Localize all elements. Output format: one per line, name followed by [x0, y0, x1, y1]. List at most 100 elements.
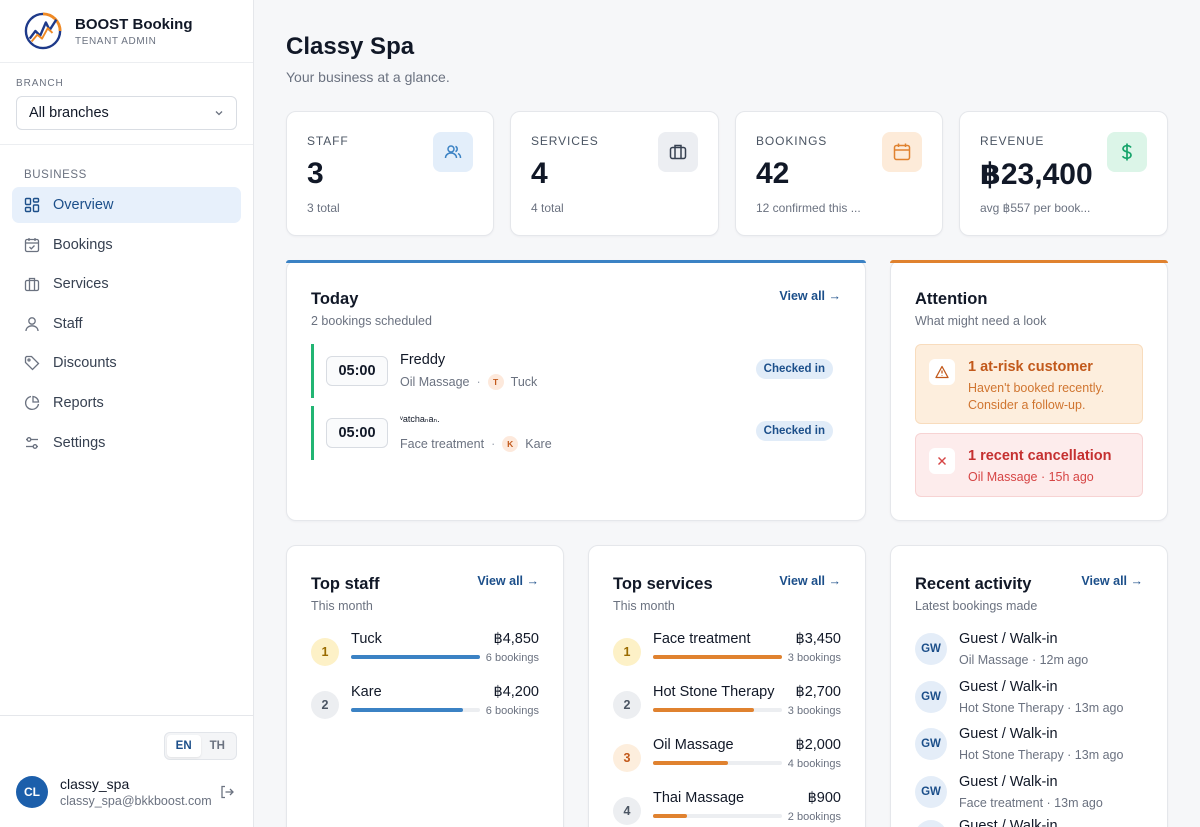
- sidebar-item-reports[interactable]: Reports: [12, 385, 241, 421]
- sidebar-item-label: Discounts: [53, 355, 117, 372]
- boost-logo-icon: [24, 12, 62, 50]
- card-subtitle: This month: [613, 599, 675, 613]
- stat-icon-box: [1107, 132, 1147, 172]
- activity-customer: Guest / Walk-in: [959, 774, 1058, 790]
- stat-label: BOOKINGS: [756, 134, 828, 148]
- card-subtitle: Latest bookings made: [915, 599, 1038, 613]
- status-badge: Checked in: [755, 359, 833, 379]
- sidebar-item-settings[interactable]: Settings: [12, 425, 241, 461]
- stat-label: STAFF: [307, 134, 349, 148]
- app-name: BOOST Booking: [75, 15, 193, 33]
- dollar-icon: [1121, 143, 1132, 161]
- sidebar-item-label: Reports: [53, 394, 104, 411]
- logout-icon[interactable]: [219, 784, 235, 800]
- list-item[interactable]: 3 Oil Massage ฿2,000 4 bookings: [613, 737, 841, 783]
- calendar-check-icon: [24, 237, 40, 252]
- service-name: Thai Massage: [653, 790, 745, 806]
- activity-customer: Guest / Walk-in: [959, 818, 1058, 827]
- progress-track: [351, 708, 480, 712]
- separator-dot: ·: [491, 437, 496, 451]
- avatar: GW: [915, 820, 947, 827]
- briefcase-icon: [24, 278, 40, 292]
- alert-cancellation[interactable]: 1 recent cancellation Oil Massage · 15h …: [915, 433, 1143, 497]
- progress-track: [653, 708, 782, 712]
- booking-row[interactable]: 05:00 Freddy Oil Massage · T Tuck Checke…: [311, 344, 833, 398]
- calendar-icon: [893, 143, 911, 161]
- progress-fill: [351, 655, 480, 659]
- sidebar-item-discounts[interactable]: Discounts: [12, 345, 241, 381]
- rank-badge: 3: [613, 744, 641, 772]
- branch-select[interactable]: All branches: [16, 96, 237, 130]
- activity-item[interactable]: GW Guest / Walk-in Hot Stone Therapy · 1…: [915, 679, 1143, 719]
- progress-fill: [653, 708, 754, 712]
- close-icon: [938, 457, 946, 465]
- sidebar-item-bookings[interactable]: Bookings: [12, 227, 241, 263]
- avatar: CL: [16, 776, 48, 808]
- card-title: Today: [311, 290, 359, 308]
- alert-body: Oil Massage · 15h ago: [968, 470, 1094, 484]
- booking-customer: ᵛatchaₙaₙ.: [400, 414, 440, 424]
- alert-title: 1 recent cancellation: [968, 448, 1112, 464]
- today-view-all-link[interactable]: View all →: [779, 289, 841, 303]
- recent-activity-card: Recent activity Latest bookings made Vie…: [890, 545, 1168, 827]
- progress-fill: [351, 708, 464, 712]
- activity-item[interactable]: GW Guest / Walk-in Oil Massage · 12m ago: [915, 631, 1143, 671]
- sidebar-item-label: Services: [53, 276, 109, 293]
- rank-badge: 1: [311, 638, 339, 666]
- branch-label: BRANCH: [16, 78, 64, 89]
- pie-chart-icon: [25, 395, 40, 410]
- list-item[interactable]: 4 Thai Massage ฿900 2 bookings: [613, 790, 841, 827]
- stat-label: SERVICES: [531, 134, 599, 148]
- branch-select-value: All branches: [29, 105, 109, 121]
- list-item[interactable]: 1 Face treatment ฿3,450 3 bookings: [613, 631, 841, 677]
- booking-row[interactable]: 05:00 ᵛatchaₙaₙ. Face treatment · K Kare…: [311, 406, 833, 460]
- alert-icon-box: [929, 359, 955, 385]
- service-name: Face treatment: [653, 631, 751, 647]
- activity-item[interactable]: GW Guest / Walk-in Hot Stone Therapy · 1…: [915, 726, 1143, 766]
- stat-card-services: SERVICES 4 4 total: [510, 111, 719, 236]
- activity-meta: Face treatment · 13m ago: [959, 796, 1103, 810]
- booking-count: 3 bookings: [787, 652, 841, 664]
- sidebar-nav: BUSINESS Overview Bookings Services Staf…: [0, 145, 253, 461]
- sidebar-item-overview[interactable]: Overview: [12, 187, 241, 223]
- service-revenue: ฿3,450: [795, 631, 841, 647]
- card-title: Top services: [613, 575, 713, 593]
- activity-view-all-link[interactable]: View all →: [1081, 574, 1143, 588]
- progress-fill: [653, 814, 687, 818]
- staff-name: Kare: [351, 684, 382, 700]
- booking-staff: Tuck: [510, 375, 538, 389]
- progress-track: [653, 814, 782, 818]
- list-item[interactable]: 2 Hot Stone Therapy ฿2,700 3 bookings: [613, 684, 841, 730]
- attention-card: Attention What might need a look 1 at-ri…: [890, 260, 1168, 521]
- card-accent-bar: [890, 260, 1168, 263]
- sidebar-item-services[interactable]: Services: [12, 266, 241, 302]
- separator-dot: ·: [476, 375, 481, 389]
- booking-time: 05:00: [326, 356, 388, 386]
- activity-item[interactable]: GW Guest / Walk-in: [915, 818, 1143, 827]
- alert-at-risk[interactable]: 1 at-risk customer Haven't booked recent…: [915, 344, 1143, 424]
- lang-th-button[interactable]: TH: [209, 740, 225, 752]
- activity-meta: Oil Massage · 12m ago: [959, 653, 1089, 667]
- card-subtitle: What might need a look: [915, 314, 1047, 328]
- main-content: Classy Spa Your business at a glance. ST…: [254, 0, 1200, 827]
- staff-revenue: ฿4,200: [493, 684, 539, 700]
- stat-value: 4: [531, 157, 548, 190]
- list-item[interactable]: 2 Kare ฿4,200 6 bookings: [311, 684, 539, 730]
- lang-en-button[interactable]: EN: [166, 735, 201, 757]
- stat-value: 3: [307, 157, 324, 190]
- progress-track: [653, 761, 782, 765]
- top-services-view-all-link[interactable]: View all →: [779, 574, 841, 588]
- users-icon: [444, 145, 462, 159]
- stat-card-staff: STAFF 3 3 total: [286, 111, 494, 236]
- rank-badge: 4: [613, 797, 641, 825]
- language-toggle: EN TH: [163, 732, 237, 760]
- warning-icon: [935, 365, 949, 379]
- top-staff-view-all-link[interactable]: View all →: [477, 574, 539, 588]
- service-revenue: ฿2,700: [795, 684, 841, 700]
- booking-meta: Oil Massage · T Tuck: [400, 374, 537, 390]
- activity-item[interactable]: GW Guest / Walk-in Face treatment · 13m …: [915, 774, 1143, 814]
- brand: BOOST Booking TENANT ADMIN: [0, 0, 253, 63]
- sidebar-item-staff[interactable]: Staff: [12, 306, 241, 342]
- list-item[interactable]: 1 Tuck ฿4,850 6 bookings: [311, 631, 539, 677]
- user-info: CL classy_spa classy_spa@bkkboost.com: [16, 776, 212, 808]
